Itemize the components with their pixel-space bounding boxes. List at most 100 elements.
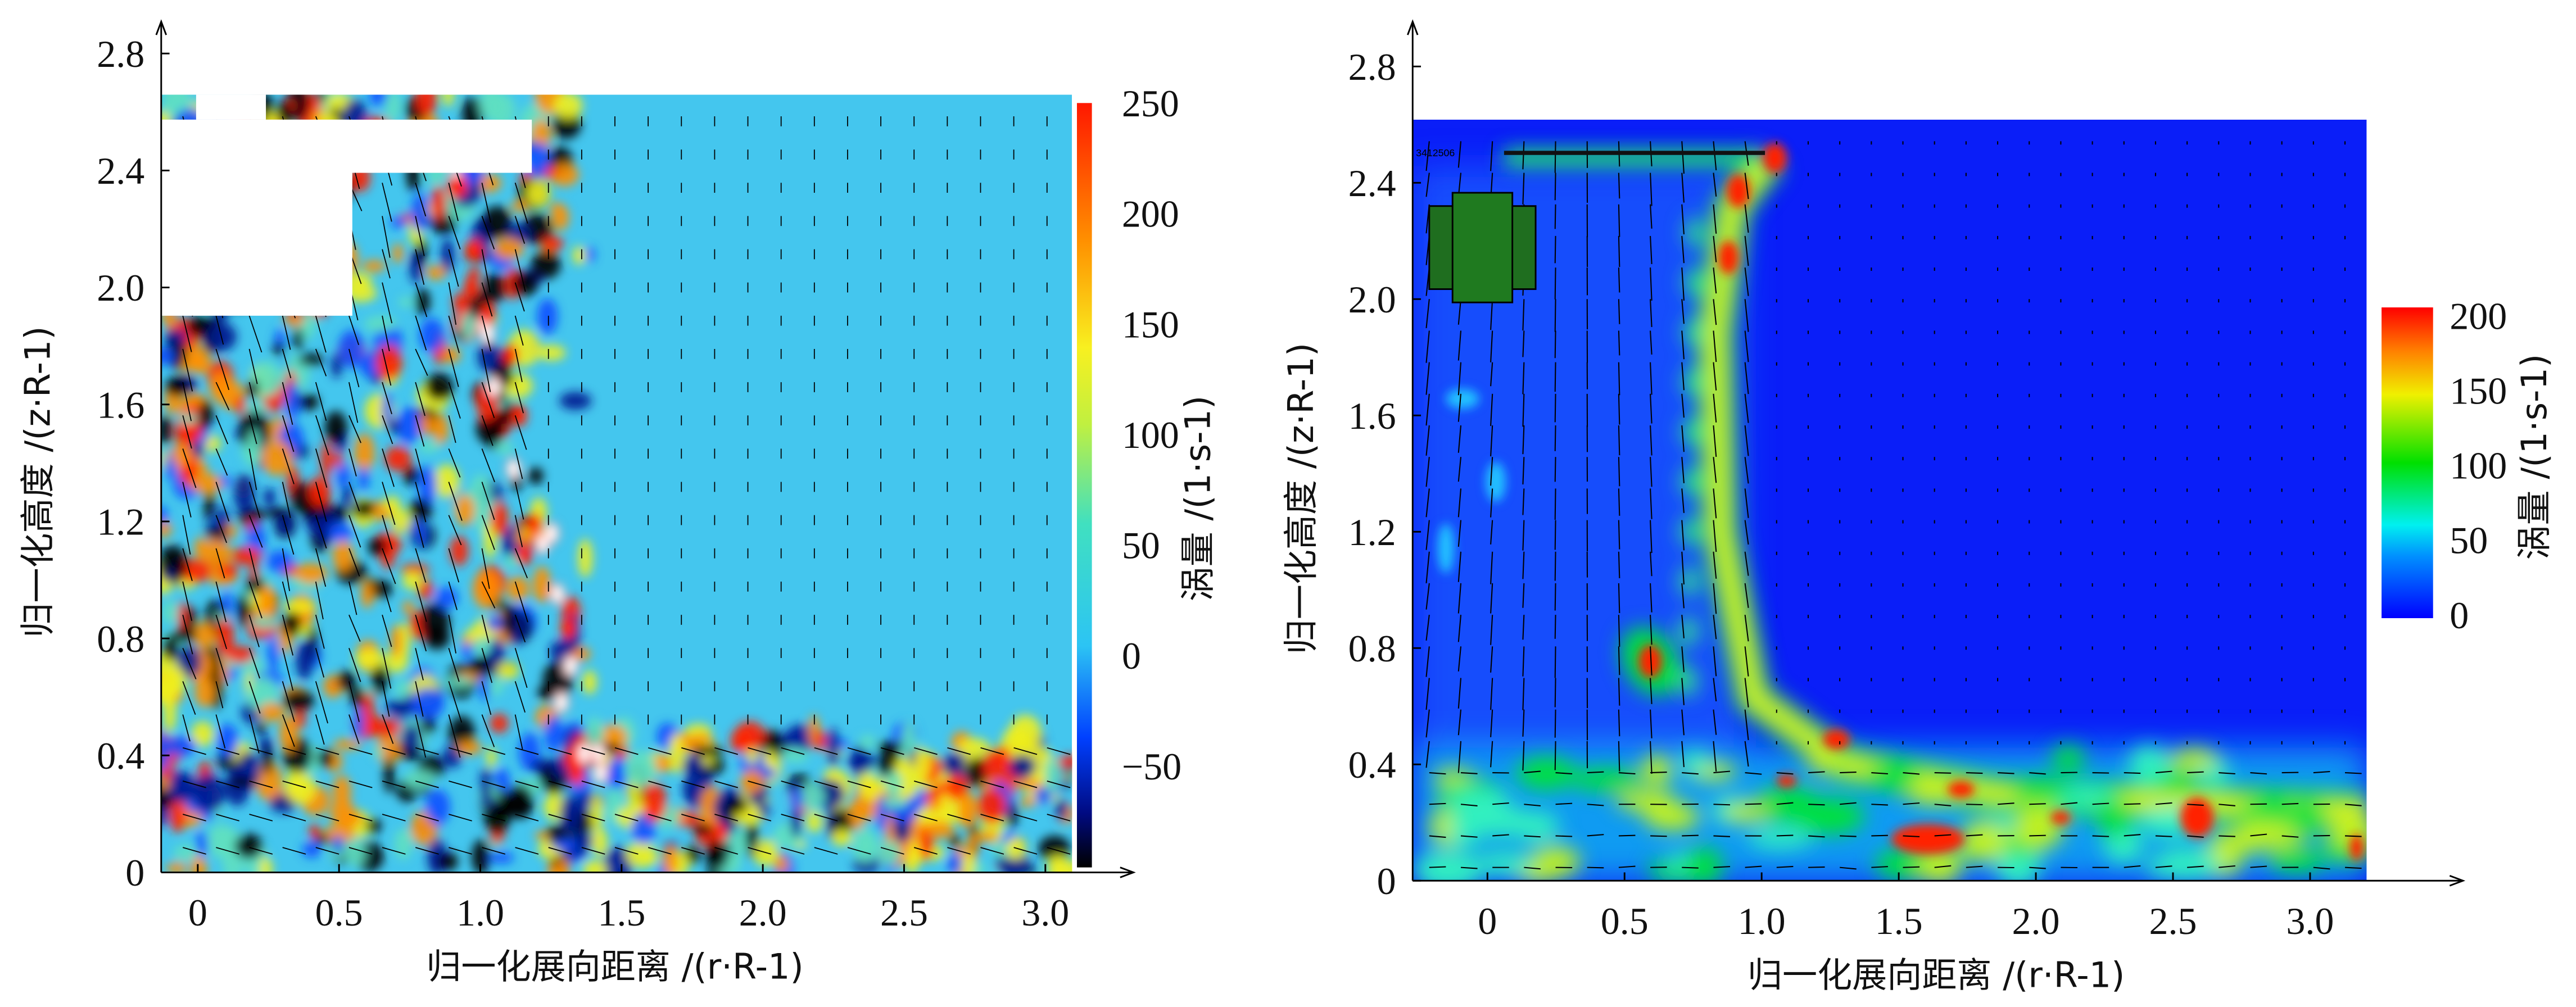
velocity-vector [514,348,523,383]
right-chart: 3412506 0 0.5 1.0 1.5 2.0 2.5 3.0 0 0.4 0.8 1.2 1.6… [1280,19,2555,996]
velocity-vector [2219,804,2235,806]
velocity-vector [348,315,360,346]
vorticity-blob [245,577,266,593]
velocity-vector [248,315,262,353]
velocity-vector [781,847,805,855]
vorticity-blob [537,344,566,361]
velocity-vector [448,415,456,443]
velocity-vector [1587,771,1604,774]
vorticity-blob [662,844,678,873]
velocity-vector [182,482,192,518]
velocity-vector [1650,741,1653,774]
vorticity-blob [512,271,539,297]
velocity-vector [1650,173,1653,206]
x-tick-label: 2.0 [2012,900,2060,942]
velocity-vector [1425,646,1430,677]
y-tick-label: 1.2 [1348,511,1396,554]
vorticity-blob [798,782,825,810]
vorticity-blob [827,728,839,768]
velocity-vector [1490,646,1493,673]
velocity-vector [1713,330,1717,362]
vorticity-blob [1475,852,1534,874]
vorticity-blob [295,393,319,411]
vorticity-blob [228,776,254,788]
vorticity-blob [949,833,961,849]
velocity-vector [482,814,506,822]
vorticity-blob [171,668,184,680]
velocity-vector [1554,457,1556,482]
velocity-vector [514,315,524,346]
vorticity-blob [165,329,185,347]
velocity-vector [1524,804,1541,807]
velocity-vector [1713,678,1717,702]
velocity-vector [1681,393,1685,418]
velocity-vector [2250,865,2267,868]
velocity-vector [1713,770,1731,774]
velocity-vector [1522,520,1525,551]
velocity-vector [1840,867,1857,870]
vorticity-blob [298,353,324,366]
right-vector-field [1425,141,2362,870]
vorticity-blob [295,563,328,584]
velocity-vector [1871,804,1888,806]
vorticity-blob [273,341,284,356]
velocity-vector [1425,583,1430,610]
velocity-vector [814,847,838,855]
velocity-vector [481,681,492,715]
vorticity-blob [461,643,473,660]
velocity-vector [1492,834,1509,837]
vorticity-blob [255,722,266,735]
colorbar-tick-label: 150 [1122,303,1179,346]
velocity-vector [1554,173,1556,201]
velocity-vector [1681,520,1685,551]
vorticity-blob [369,94,389,106]
velocity-vector [548,747,572,755]
vorticity-blob [384,496,401,513]
velocity-vector [748,814,772,822]
velocity-vector [1554,709,1556,738]
vorticity-blob [402,571,423,590]
velocity-vector [514,216,526,244]
velocity-vector [2313,770,2330,774]
vorticity-blob [975,831,999,842]
vorticity-blob [205,525,228,538]
velocity-vector [415,183,427,217]
velocity-vector [2281,835,2299,838]
velocity-vector [1650,330,1653,355]
velocity-vector [348,614,361,642]
velocity-vector [1554,741,1556,770]
velocity-vector [947,747,971,755]
vorticity-peak [527,512,542,535]
vorticity-blob [162,600,176,625]
velocity-vector [1681,709,1685,736]
vorticity-blob [2170,749,2218,770]
velocity-vector [415,415,425,447]
velocity-vector [382,183,392,222]
velocity-vector [1713,646,1717,677]
vorticity-blob [234,474,255,513]
velocity-vector [548,847,572,855]
vorticity-blob [470,474,491,506]
velocity-vector [1650,709,1653,738]
colorbar-label: 涡量 /(1·s-1) [1178,396,1219,602]
left-chart: 0 0.5 1.0 1.5 2.0 2.5 3.0 0 0.4 0.8 1.2 1.6 2.0 2.4 2.… [17,19,1219,987]
velocity-vector [1650,615,1653,645]
vorticity-blob [472,570,500,609]
velocity-vector [1871,772,1888,775]
velocity-vector [1047,780,1071,788]
velocity-vector [215,415,229,444]
colorbar-tick-label: 150 [2450,370,2507,412]
vorticity-blob [456,741,482,755]
velocity-vector [1903,866,1920,868]
velocity-vector [1650,488,1653,519]
velocity-vector [1457,141,1462,168]
velocity-vector [1047,814,1071,822]
velocity-vector [514,548,528,579]
velocity-vector [382,515,393,550]
velocity-vector [548,780,572,788]
vorticity-blob [403,769,436,789]
vorticity-blob [1516,756,1576,791]
left-colorbar [1076,103,1092,868]
velocity-vector [2344,867,2362,869]
